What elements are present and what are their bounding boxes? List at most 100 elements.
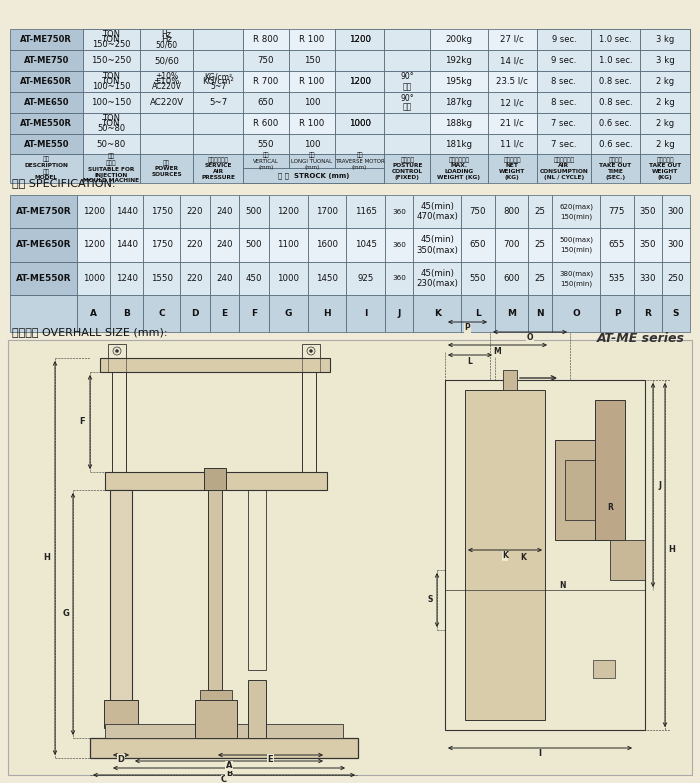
Bar	[110, 262, 144, 295]
Text: 1600: 1600	[316, 240, 338, 250]
Bar	[537, 113, 591, 134]
Text: 240: 240	[216, 274, 232, 283]
Text: R 600: R 600	[253, 119, 279, 128]
Bar	[552, 295, 601, 332]
Bar	[335, 71, 384, 92]
Text: I: I	[364, 309, 368, 318]
Text: 650: 650	[470, 240, 486, 250]
Bar	[335, 50, 384, 71]
Text: R 100: R 100	[299, 35, 324, 44]
Text: 行 程  STROCK (mm): 行 程 STROCK (mm)	[278, 172, 349, 179]
Text: R: R	[607, 503, 613, 512]
Text: 1200: 1200	[277, 207, 300, 216]
Text: 1100: 1100	[277, 240, 300, 250]
Text: 1550: 1550	[150, 274, 173, 283]
Bar	[193, 29, 243, 50]
Bar	[193, 71, 243, 92]
Bar	[528, 262, 552, 295]
Bar	[335, 113, 384, 134]
Bar	[10, 92, 83, 113]
Text: 300: 300	[668, 240, 684, 250]
Bar	[243, 134, 289, 154]
Text: G: G	[285, 309, 292, 318]
Text: 1200: 1200	[349, 77, 370, 86]
Text: 1000: 1000	[83, 274, 104, 283]
Text: AT-ME series: AT-ME series	[597, 332, 685, 345]
Bar	[528, 229, 552, 262]
Bar	[384, 50, 430, 71]
Bar	[601, 262, 634, 295]
Text: 50~80: 50~80	[97, 124, 125, 133]
Bar	[385, 229, 414, 262]
Bar	[140, 113, 193, 134]
Text: 700: 700	[503, 240, 519, 250]
Text: N: N	[560, 581, 566, 590]
Text: 5~7: 5~7	[209, 98, 228, 107]
Text: 2 kg: 2 kg	[656, 77, 674, 86]
Bar	[537, 50, 591, 71]
Text: 925: 925	[358, 274, 374, 283]
Text: H: H	[323, 309, 331, 318]
Text: 9 sec.: 9 sec.	[551, 56, 577, 65]
Text: 電源
POWER
SOURCES: 電源 POWER SOURCES	[151, 160, 182, 177]
Bar	[385, 295, 414, 332]
Bar	[83, 113, 140, 134]
Bar	[77, 229, 110, 262]
Bar	[243, 50, 289, 71]
Bar	[634, 229, 662, 262]
Text: 350: 350	[639, 240, 656, 250]
Text: 380(max): 380(max)	[559, 270, 594, 276]
Bar	[110, 195, 144, 229]
Bar	[180, 229, 209, 262]
Text: 655: 655	[609, 240, 625, 250]
Text: 0.8 sec.: 0.8 sec.	[599, 77, 632, 86]
Text: 25: 25	[535, 274, 545, 283]
Text: 750: 750	[470, 207, 486, 216]
Text: 23.5 l/c: 23.5 l/c	[496, 77, 528, 86]
Bar	[487, 92, 537, 113]
Bar	[430, 154, 487, 183]
Text: F: F	[79, 417, 85, 427]
Text: 25: 25	[535, 240, 545, 250]
Text: 150(min): 150(min)	[561, 214, 592, 220]
Bar	[487, 113, 537, 134]
Bar	[239, 229, 269, 262]
Bar	[461, 195, 495, 229]
Bar	[335, 92, 384, 113]
Bar	[8, 340, 692, 775]
Bar	[180, 262, 209, 295]
Text: 150~250: 150~250	[92, 40, 130, 49]
Bar	[384, 154, 430, 183]
Text: AT-ME550: AT-ME550	[24, 139, 69, 149]
Text: 50/60: 50/60	[155, 40, 178, 49]
Text: ±10%: ±10%	[153, 77, 180, 86]
Bar	[610, 540, 645, 580]
Bar	[140, 29, 193, 50]
Bar	[308, 262, 346, 295]
Bar	[537, 29, 591, 50]
Text: 固定: 固定	[402, 82, 412, 91]
Text: AC220V: AC220V	[152, 82, 181, 91]
Bar	[487, 29, 537, 50]
Bar	[204, 468, 226, 490]
Bar	[591, 71, 640, 92]
Text: 500(max): 500(max)	[559, 236, 594, 244]
Bar	[140, 154, 193, 183]
Text: AT-ME650R: AT-ME650R	[20, 77, 72, 86]
Bar	[662, 229, 690, 262]
Text: 1750: 1750	[150, 240, 173, 250]
Bar	[209, 295, 239, 332]
Bar	[591, 92, 640, 113]
Bar	[193, 113, 243, 134]
Bar	[528, 195, 552, 229]
Bar	[591, 50, 640, 71]
Bar	[100, 358, 330, 372]
Text: 45(min)
230(max): 45(min) 230(max)	[416, 269, 459, 288]
Bar	[640, 29, 690, 50]
Text: 200kg: 200kg	[445, 35, 472, 44]
Text: 使用空氣壓力
SERVICE
AIR
PRESSURE: 使用空氣壓力 SERVICE AIR PRESSURE	[201, 157, 235, 180]
Bar	[208, 490, 222, 690]
Text: TON: TON	[102, 119, 120, 128]
Bar	[335, 113, 384, 134]
Bar	[83, 134, 140, 154]
